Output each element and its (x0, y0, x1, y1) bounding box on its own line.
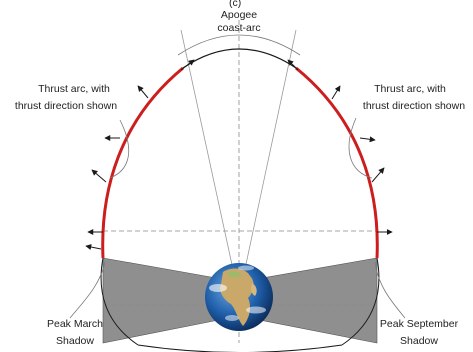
panel-label: (c) (229, 0, 241, 9)
thrust-arrow (85, 244, 102, 250)
march-shadow-label: Peak March (47, 318, 103, 330)
apogee-coast-arc (182, 48, 297, 69)
right-radial-line (238, 29, 297, 298)
march-shadow-leader (69, 261, 106, 319)
thrust-arrow (180, 59, 195, 71)
thrust-right-label: Thrust arc, with (374, 83, 446, 95)
thrust-left-label: thrust direction shown (15, 100, 117, 112)
thrust-right-label: thrust direction shown (363, 100, 465, 112)
thrust-arcs (101, 66, 379, 259)
thrust-arc-left (101, 66, 184, 259)
september-shadow-label: Peak September (380, 318, 459, 330)
september-shadow-leader (374, 261, 406, 319)
thrust-arrow (287, 59, 299, 71)
thrust-arc-right (295, 66, 379, 259)
thrust-direction-arrows (85, 59, 393, 250)
thrust-right-leader (348, 117, 373, 179)
orbit-bottom-arc (137, 344, 343, 352)
thrust-arrow (371, 167, 385, 183)
thrust-arrow (359, 136, 376, 143)
thrust-arrow (137, 85, 149, 99)
thrust-left-leader (109, 119, 129, 179)
apogee-bracket-arc (177, 34, 301, 56)
thrust-arrow (91, 169, 107, 183)
orbit-lower-left-arc (100, 257, 139, 346)
thrust-left-label: Thrust arc, with (38, 83, 110, 95)
left-radial-line (180, 29, 240, 298)
earth-icon (205, 263, 273, 331)
apogee-label: Apogee (221, 9, 257, 21)
orbit-lower (100, 257, 380, 352)
orbit-lower-right-arc (341, 257, 380, 346)
thrust-arrow (331, 85, 341, 100)
coast-arc-label: coast-arc (217, 22, 260, 34)
september-shadow-label: Shadow (400, 335, 438, 347)
construction-lines (180, 29, 297, 298)
march-shadow-label: Shadow (56, 335, 94, 347)
label-leaders (69, 117, 406, 319)
